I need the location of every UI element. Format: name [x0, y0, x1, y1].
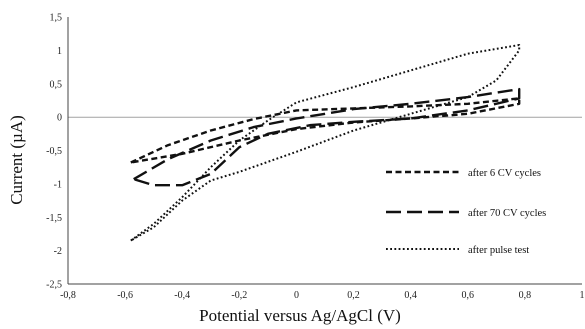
y-tick-label: -1,5	[46, 213, 62, 224]
x-tick-label: -0,8	[60, 290, 76, 301]
legend-label: after 70 CV cycles	[468, 208, 546, 219]
series-line-after-pulse-test	[130, 44, 521, 242]
y-tick-label: -1	[54, 179, 62, 190]
series-line-after-70-cv-cycles	[133, 87, 521, 187]
x-tick-label: 0,4	[404, 290, 417, 301]
y-tick-label: -0,5	[46, 146, 62, 157]
x-tick-label: -0,6	[117, 290, 133, 301]
x-tick-label: 1	[580, 290, 585, 301]
x-tick-label: 0,2	[347, 290, 360, 301]
y-axis-title: Current (µA)	[7, 115, 26, 205]
x-tick-label: 0,6	[462, 290, 475, 301]
y-tick-label: 1,5	[50, 13, 63, 24]
x-axis-title: Potential versus Ag/AgCl (V)	[199, 306, 401, 325]
series-line-after-6-cv-cycles	[130, 97, 521, 164]
legend: after 6 CV cycles after 70 CV cycles after…	[386, 168, 546, 256]
series-layer	[130, 44, 521, 242]
y-tick-label: 0,5	[50, 79, 63, 90]
x-tick-label: -0,2	[231, 290, 247, 301]
x-tick-label: -0,4	[174, 290, 190, 301]
y-tick-label: 1	[57, 46, 62, 57]
x-tick-label: 0,8	[519, 290, 532, 301]
y-tick-label: 0	[57, 113, 62, 124]
x-tick-labels: -0,8 -0,6 -0,4 -0,2 0 0,2 0,4 0,6 0,8 1	[60, 290, 584, 301]
y-tick-label: -2	[54, 246, 62, 257]
y-tick-labels: -2,5 -2 -1,5 -1 -0,5 0 0,5 1 1,5	[46, 13, 62, 291]
y-tick-label: -2,5	[46, 280, 62, 291]
legend-label: after 6 CV cycles	[468, 168, 541, 179]
x-tick-label: 0	[294, 290, 299, 301]
axes-layer	[67, 17, 582, 285]
legend-label: after pulse test	[468, 245, 529, 256]
